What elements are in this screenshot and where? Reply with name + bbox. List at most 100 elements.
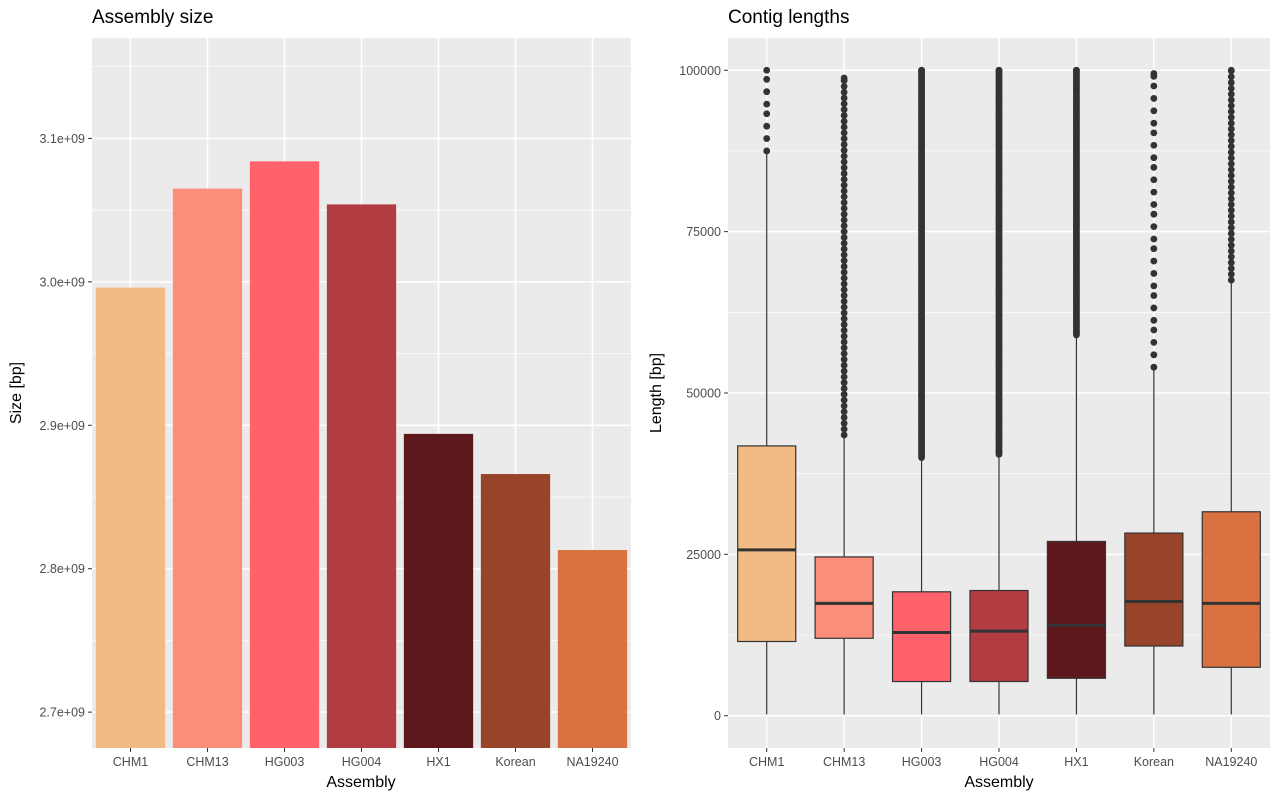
outlier-point [1227, 183, 1235, 191]
outlier-point [1227, 90, 1235, 98]
outlier-point [840, 146, 848, 154]
outlier-point [1227, 177, 1235, 185]
outlier-point [1150, 338, 1158, 346]
outlier-point [1227, 253, 1235, 261]
y-tick-label: 2.7e+09 [39, 706, 85, 720]
outlier-point [840, 245, 848, 253]
outlier-point [840, 263, 848, 270]
assembly-size-chart: Assembly size 2.7e+09 2.8e+09 2.9e+09 3.0e+… [8, 7, 631, 791]
outlier-point [1227, 218, 1235, 226]
outlier-point [840, 123, 848, 131]
x-tick-label: HG004 [342, 755, 382, 769]
outlier-point [1150, 292, 1158, 299]
outlier-point [1227, 73, 1235, 81]
x-tick-label: HX1 [426, 755, 450, 769]
outlier-point [840, 88, 848, 96]
outlier-point [840, 396, 848, 404]
outlier-point [763, 88, 771, 96]
x-axis-title: Assembly [326, 774, 395, 791]
outlier-point [1150, 282, 1158, 290]
outlier-point [840, 257, 848, 265]
outlier-point [1227, 148, 1235, 156]
outlier-point [840, 361, 848, 369]
outlier-point [840, 106, 848, 114]
outlier-point [840, 332, 848, 340]
outlier-point [1150, 245, 1158, 253]
outlier-point [1227, 276, 1235, 284]
outlier-point [840, 199, 848, 206]
outlier-point [840, 297, 848, 305]
outlier-point [840, 268, 848, 276]
outlier-point [1227, 166, 1235, 174]
outlier-point [1073, 66, 1080, 74]
outlier-point [840, 373, 848, 381]
outlier-point [840, 274, 848, 282]
bar-hx1 [403, 433, 474, 748]
outlier-point [840, 356, 848, 363]
outlier-point [1150, 188, 1158, 196]
x-tick-label: CHM13 [823, 755, 865, 769]
outlier-point [840, 210, 848, 218]
outlier-point [1150, 154, 1158, 162]
outlier-point [840, 326, 848, 334]
box-rect [969, 589, 1029, 683]
box-rect [891, 591, 952, 683]
outlier-point [840, 431, 848, 439]
outlier-point [1227, 154, 1235, 162]
outlier-point [1227, 160, 1235, 168]
x-tick-label: CHM13 [186, 755, 228, 769]
x-tick-label: Korean [495, 755, 535, 769]
x-tick-label: HX1 [1064, 755, 1088, 769]
outlier-point [840, 408, 848, 416]
outlier-point [1150, 257, 1158, 265]
outlier-point [1150, 235, 1158, 243]
x-tick-label: CHM1 [113, 755, 148, 769]
x-axis: CHM1 CHM13 HG003 HG004 HX1 Korean NA19240 [113, 748, 619, 769]
outlier-point [1150, 70, 1158, 77]
outlier-point [763, 75, 771, 83]
x-axis-title: Assembly [964, 774, 1033, 791]
outlier-point [1150, 141, 1158, 149]
outlier-point [1150, 270, 1158, 277]
outlier-point [840, 367, 848, 375]
x-tick-label: CHM1 [749, 755, 784, 769]
outlier-point [1227, 212, 1235, 220]
box-rect [1046, 540, 1107, 679]
outlier-point [1227, 259, 1235, 267]
x-tick-label: HG004 [979, 755, 1019, 769]
outlier-point [840, 419, 848, 427]
outlier-point [840, 83, 848, 90]
outlier-point [840, 379, 848, 387]
outlier-point [763, 122, 771, 130]
outlier-point [1150, 163, 1158, 171]
outlier-point [1150, 107, 1158, 115]
outlier-point [840, 286, 848, 294]
outlier-point [1150, 363, 1158, 371]
y-tick-label: 2.9e+09 [39, 419, 85, 433]
outlier-point [1227, 195, 1235, 203]
box-chm13 [814, 74, 874, 715]
outlier-point [1150, 351, 1158, 359]
outlier-point [840, 292, 848, 299]
outlier-point [840, 112, 848, 119]
outlier-point [840, 234, 848, 241]
x-axis: CHM1 CHM13 HG003 HG004 HX1 Korean NA19240 [749, 748, 1257, 769]
outlier-point [1227, 96, 1235, 104]
outlier-point [763, 110, 771, 118]
outlier-point [840, 228, 848, 236]
plot-title: Contig lengths [728, 7, 849, 28]
outlier-point [1227, 113, 1235, 121]
outlier-point [840, 141, 848, 148]
bar-hg004 [326, 204, 397, 748]
box-rect [814, 556, 874, 639]
outlier-point [840, 152, 848, 160]
x-tick-label: NA19240 [1205, 755, 1257, 769]
outlier-point [1150, 176, 1158, 184]
outlier-point [840, 251, 848, 259]
outlier-point [840, 175, 848, 183]
outlier-point [840, 344, 848, 352]
outlier-point [840, 390, 848, 398]
outlier-point [840, 402, 848, 410]
x-tick-label: NA19240 [566, 755, 618, 769]
outlier-point [1227, 143, 1235, 150]
